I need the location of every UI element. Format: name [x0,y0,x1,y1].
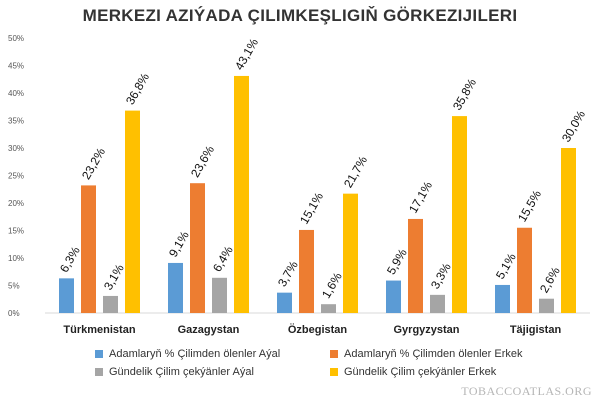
bar [277,292,292,313]
bar [125,110,140,313]
data-label: 43,1% [232,36,261,73]
bar [81,185,96,313]
legend-label: Gündelik Çilim çekýänler Erkek [344,366,497,378]
legend: Adamlaryň % Çilimden ölenler Aýal Adamla… [95,345,565,381]
y-tick-label: 45% [8,62,24,71]
x-category-label: Özbegistan [288,323,348,336]
bar [299,229,314,313]
data-label: 35,8% [450,76,479,113]
legend-item: Adamlaryň % Çilimden ölenler Erkek [330,348,565,360]
data-label: 30,0% [559,108,588,145]
data-label: 21,7% [341,153,370,190]
bar [561,148,576,313]
bar [234,75,249,313]
y-tick-label: 15% [8,227,24,236]
y-tick-label: 35% [8,117,24,126]
bar [430,294,445,313]
bar [59,278,74,313]
y-tick-label: 30% [8,144,24,153]
legend-item: Adamlaryň % Çilimden ölenler Aýal [95,348,330,360]
bar [517,227,532,313]
bar [103,295,118,313]
data-label: 3,3% [428,260,454,291]
bar [386,280,401,313]
legend-item: Gündelik Çilim çekýänler Aýal [95,366,330,378]
x-category-label: Täjigistan [510,324,562,336]
data-label: 15,1% [297,190,326,227]
data-label: 2,6% [537,264,563,295]
bar [190,183,205,313]
data-label: 3,1% [101,261,127,292]
legend-swatch [330,368,338,376]
data-label: 6,4% [210,243,236,274]
bar [408,218,423,313]
y-tick-label: 50% [8,34,24,43]
data-label: 3,7% [275,258,301,289]
y-tick-label: 10% [8,254,24,263]
y-tick-label: 0% [8,309,20,318]
legend-swatch [330,350,338,358]
y-tick-label: 20% [8,199,24,208]
bar [539,298,554,313]
legend-swatch [95,368,103,376]
data-label: 9,1% [166,228,192,259]
x-category-label: Gazagystan [178,324,240,336]
y-tick-label: 25% [8,172,24,181]
legend-label: Gündelik Çilim çekýänler Aýal [109,366,254,378]
watermark: TOBACCOATLAS.ORG [461,384,592,398]
bar [343,193,358,313]
data-label: 17,1% [406,179,435,216]
data-label: 1,6% [319,270,345,301]
bar [212,277,227,313]
data-label: 23,6% [188,143,217,180]
y-tick-label: 5% [8,282,20,291]
chart-title: MERKEZI AZIÝADA ÇILIMKEŞLIGIŇ GÖRKEZIJIL… [82,6,518,25]
x-category-label: Gyrgyzystan [393,324,459,336]
data-label: 23,2% [79,145,108,182]
legend-swatch [95,350,103,358]
bar [495,284,510,313]
data-label: 5,9% [384,246,410,277]
data-label: 15,5% [515,187,544,224]
bar [321,304,336,313]
legend-label: Adamlaryň % Çilimden ölenler Aýal [109,348,281,360]
legend-label: Adamlaryň % Çilimden ölenler Erkek [344,348,523,360]
bar [452,116,467,313]
bar [168,262,183,313]
legend-item: Gündelik Çilim çekýänler Erkek [330,366,565,378]
data-label: 5,1% [493,250,519,281]
y-tick-label: 40% [8,89,24,98]
data-label: 36,8% [123,70,152,107]
x-category-label: Türkmenistan [63,324,135,336]
data-label: 6,3% [57,244,83,275]
